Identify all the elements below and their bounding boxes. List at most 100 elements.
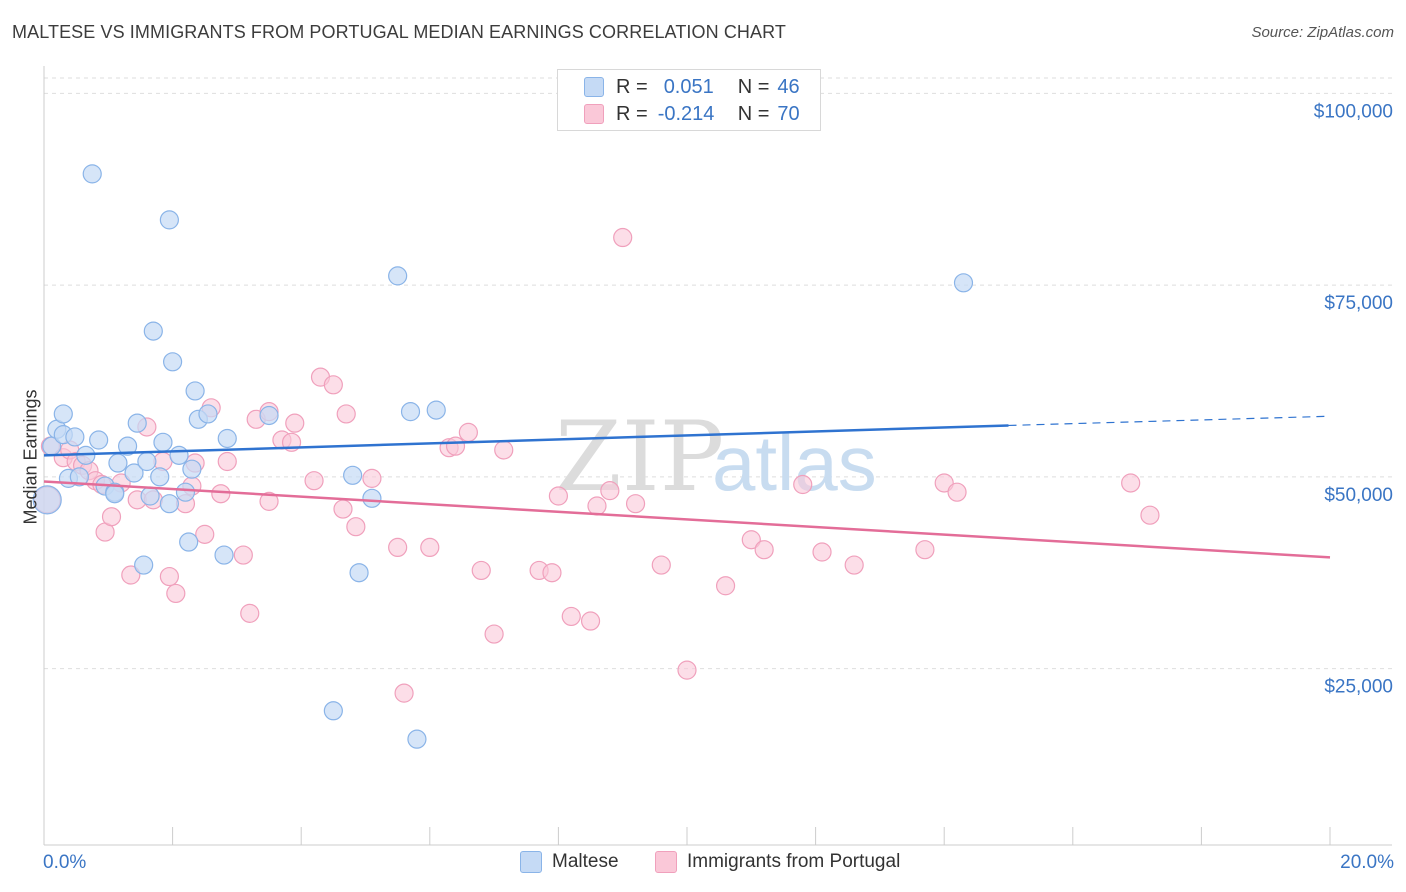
point-maltese (214, 545, 234, 565)
point-maltese (143, 321, 163, 341)
point-maltese (259, 405, 279, 426)
point-maltese (182, 459, 202, 479)
point-portugal (394, 683, 414, 703)
n-label: N = (737, 75, 770, 98)
point-portugal (445, 436, 466, 456)
source-label: Source: ZipAtlas.com (1251, 24, 1394, 41)
point-portugal (159, 566, 179, 587)
legend-swatch-portugal (584, 104, 604, 124)
point-maltese (349, 563, 369, 583)
trend-line-portugal (43, 480, 1331, 559)
point-maltese (108, 453, 128, 473)
x-tick-max: 20.0% (1340, 852, 1394, 873)
r-label: R = (616, 102, 648, 125)
point-portugal (915, 540, 935, 560)
point-maltese (82, 164, 102, 184)
point-portugal (304, 471, 324, 491)
point-portugal (101, 507, 122, 527)
point-maltese (53, 404, 73, 424)
bottom-swatch-maltese (520, 851, 542, 873)
point-portugal (1140, 505, 1160, 525)
point-maltese (169, 445, 189, 465)
point-portugal (471, 560, 491, 581)
point-maltese (179, 532, 199, 552)
point-maltese (117, 436, 138, 456)
point-portugal (346, 517, 366, 537)
bottom-swatch-portugal (655, 851, 677, 873)
legend-swatch-maltese (584, 77, 604, 97)
point-portugal (240, 603, 260, 623)
point-maltese (150, 467, 170, 487)
point-maltese (159, 210, 179, 230)
point-portugal (651, 555, 671, 575)
point-portugal (121, 565, 141, 585)
point-portugal (211, 484, 231, 504)
y-tick-label: $75,000 (1324, 293, 1393, 314)
bottom-legend-label-portugal: Immigrants from Portugal (687, 851, 901, 872)
point-maltese (89, 430, 109, 450)
point-portugal (1121, 473, 1141, 493)
watermark-zip: ZIP (555, 401, 724, 513)
point-maltese (105, 484, 125, 504)
point-portugal (741, 530, 761, 550)
point-maltese (185, 381, 205, 401)
point-maltese (362, 488, 382, 508)
point-portugal (336, 404, 356, 424)
point-portugal (793, 474, 813, 495)
series-maltese-points (32, 164, 974, 749)
n-label: N = (737, 102, 770, 125)
point-portugal (580, 611, 601, 631)
point-portugal (844, 555, 864, 575)
point-portugal (715, 576, 736, 596)
r-label: R = (616, 75, 648, 98)
trend-lines (43, 415, 1331, 559)
point-portugal (754, 540, 774, 560)
point-portugal (285, 413, 305, 433)
legend-row-maltese: R = 0.051 N = 46 (616, 75, 800, 99)
point-portugal (259, 491, 279, 511)
point-portugal (494, 440, 514, 460)
point-maltese (343, 465, 363, 485)
point-portugal (812, 542, 832, 562)
point-maltese (217, 428, 237, 449)
y-tick-labels: $25,000 $50,000 $75,000 $100,000 (1314, 101, 1393, 697)
chart-title: MALTESE VS IMMIGRANTS FROM PORTUGAL MEDI… (12, 22, 786, 42)
axes (43, 66, 1392, 846)
point-portugal (458, 422, 478, 442)
trend-line-maltese (43, 424, 1009, 457)
point-portugal (542, 563, 562, 583)
point-maltese (140, 486, 160, 506)
bottom-legend-portugal: Immigrants from Portugal (655, 851, 900, 873)
point-portugal (561, 606, 581, 627)
point-portugal (217, 451, 237, 472)
point-maltese (163, 352, 183, 372)
r-value-maltese: 0.051 (663, 75, 714, 98)
y-tick-label: $25,000 (1324, 677, 1393, 698)
point-maltese (426, 400, 446, 420)
point-maltese (32, 485, 62, 515)
legend-row-portugal: R = -0.214 N = 70 (616, 102, 800, 126)
point-maltese (69, 467, 89, 487)
point-portugal (600, 481, 620, 501)
point-portugal (484, 624, 504, 644)
point-portugal (166, 583, 186, 604)
point-maltese (137, 451, 157, 472)
point-portugal (587, 496, 607, 516)
point-maltese (134, 555, 154, 575)
point-maltese (198, 404, 218, 424)
point-maltese (175, 482, 196, 502)
point-maltese (159, 494, 179, 514)
point-portugal (195, 524, 215, 544)
point-maltese (388, 266, 408, 286)
point-maltese (127, 413, 147, 433)
point-maltese (323, 701, 343, 721)
point-portugal (613, 227, 633, 248)
point-maltese (407, 729, 427, 749)
point-portugal (362, 468, 382, 488)
y-axis-label: Median Earnings (20, 389, 41, 525)
point-portugal (947, 482, 967, 502)
point-portugal (420, 537, 440, 558)
point-portugal (548, 486, 569, 506)
x-tick-min: 0.0% (43, 852, 87, 873)
